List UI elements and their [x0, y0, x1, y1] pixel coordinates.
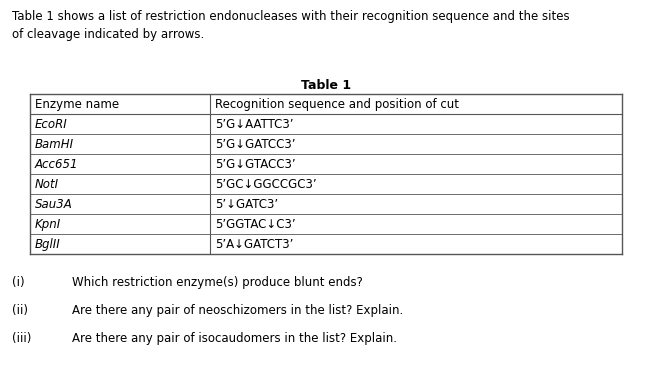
Text: Are there any pair of isocaudomers in the list? Explain.: Are there any pair of isocaudomers in th…	[72, 332, 397, 345]
Text: 5’G↓AATTC3’: 5’G↓AATTC3’	[215, 117, 293, 130]
Text: KpnI: KpnI	[35, 217, 61, 231]
Text: 5’GC↓GGCCGC3’: 5’GC↓GGCCGC3’	[215, 177, 317, 191]
Text: Are there any pair of neoschizomers in the list? Explain.: Are there any pair of neoschizomers in t…	[72, 304, 403, 317]
Text: BamHI: BamHI	[35, 137, 74, 151]
Text: BglII: BglII	[35, 238, 61, 251]
Text: (i): (i)	[12, 276, 25, 289]
Text: Acc651: Acc651	[35, 158, 78, 170]
Text: 5’A↓GATCT3’: 5’A↓GATCT3’	[215, 238, 293, 251]
Text: Recognition sequence and position of cut: Recognition sequence and position of cut	[215, 98, 459, 110]
Text: EcoRI: EcoRI	[35, 117, 68, 130]
Text: Sau3A: Sau3A	[35, 198, 73, 210]
Text: Table 1 shows a list of restriction endonucleases with their recognition sequenc: Table 1 shows a list of restriction endo…	[12, 10, 570, 41]
Text: 5’G↓GATCC3’: 5’G↓GATCC3’	[215, 137, 295, 151]
Text: Table 1: Table 1	[301, 79, 351, 92]
Text: 5’↓GATC3’: 5’↓GATC3’	[215, 198, 278, 210]
Text: 5’GGTAC↓C3’: 5’GGTAC↓C3’	[215, 217, 295, 231]
Text: (iii): (iii)	[12, 332, 31, 345]
Text: 5’G↓GTACC3’: 5’G↓GTACC3’	[215, 158, 295, 170]
Text: Which restriction enzyme(s) produce blunt ends?: Which restriction enzyme(s) produce blun…	[72, 276, 363, 289]
Text: (ii): (ii)	[12, 304, 28, 317]
Text: NotI: NotI	[35, 177, 59, 191]
Text: Enzyme name: Enzyme name	[35, 98, 119, 110]
